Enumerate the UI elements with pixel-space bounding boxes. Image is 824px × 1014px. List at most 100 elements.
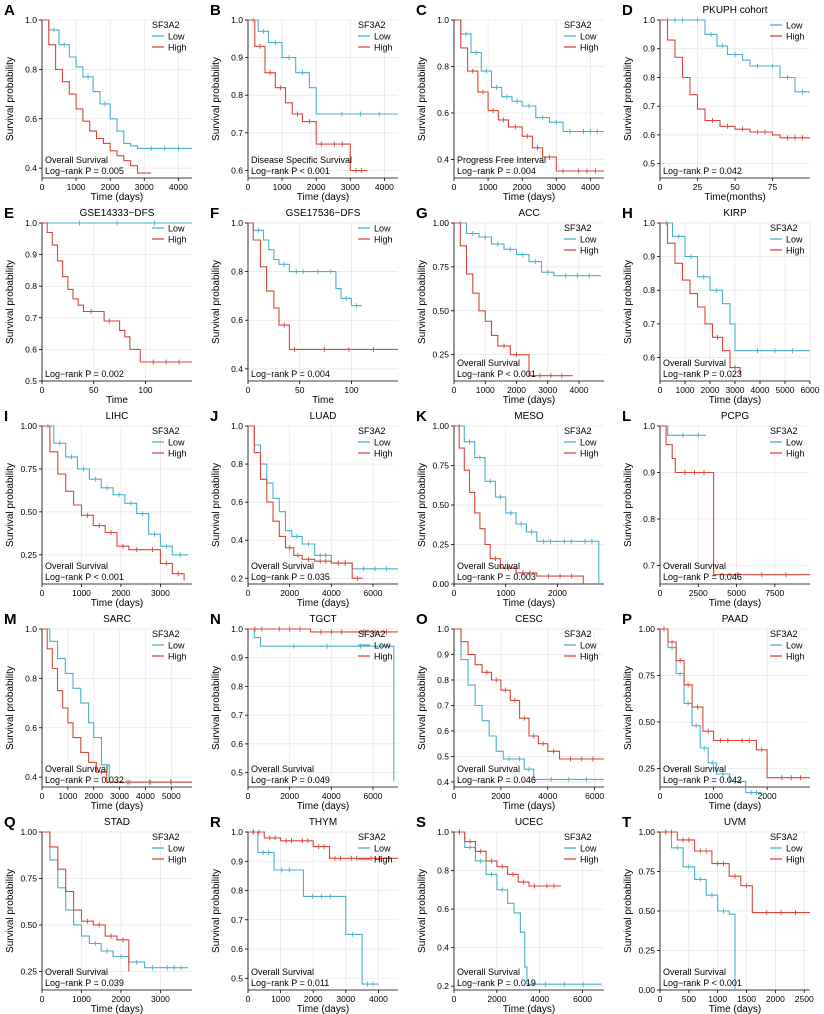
panel-letter: R <box>210 814 221 831</box>
survival-type-annotation: Overall Survival <box>663 967 726 977</box>
x-tick-label: 1000 <box>72 994 91 1004</box>
panel-letter: G <box>416 205 428 222</box>
km-curve-high <box>660 19 810 139</box>
km-curve-low <box>660 222 810 352</box>
y-tick-label: 0.8 <box>25 64 37 74</box>
log-rank-annotation: Log−rank P = 0.023 <box>663 369 742 379</box>
y-tick-label: 1.0 <box>231 15 243 25</box>
y-axis-title: Survival probability <box>623 666 634 750</box>
panel-title: UVM <box>724 817 746 828</box>
y-tick-label: 0.25 <box>432 540 449 550</box>
panel-C: C 0 1000 2000 3000 4000 0.4 0.6 0.8 1.0 Time (days… <box>416 2 604 203</box>
legend-label-high: High <box>580 855 599 865</box>
x-tick-label: 0 <box>246 588 251 598</box>
survival-type-annotation: Overall Survival <box>45 561 108 571</box>
panel-B: B 0 1000 2000 3000 4000 0.6 0.7 0.8 0.9 1.0 Time (d… <box>210 2 398 203</box>
panel-E: E GSE14333−DFS 0 50 100 0.5 0.6 0.7 0.8 0.9 1.0 Tim… <box>4 205 192 406</box>
panel-letter: E <box>4 205 14 222</box>
x-tick-label: 3000 <box>538 385 557 395</box>
log-rank-annotation: Log−rank P = 0.019 <box>457 978 536 988</box>
x-tick-label: 0 <box>452 791 457 801</box>
x-tick-label: 5000 <box>162 791 181 801</box>
x-tick-label: 6000 <box>573 994 592 1004</box>
x-tick-label: 7500 <box>765 588 784 598</box>
km-curve-high <box>42 425 185 581</box>
y-tick-label: 0.6 <box>643 352 655 362</box>
y-axis-title: Survival probability <box>417 260 428 344</box>
x-axis-title: Time (days) <box>91 598 143 609</box>
log-rank-annotation: Log−rank P = 0.035 <box>251 572 330 582</box>
panel-title: PKUPH cohort <box>702 5 767 16</box>
legend-label-high: High <box>374 449 393 459</box>
y-tick-label: 0.6 <box>25 723 37 733</box>
x-tick-label: 100 <box>344 385 358 395</box>
x-axis-title: Time (days) <box>503 192 555 203</box>
survival-type-annotation: Disease Specific Survival <box>251 155 352 165</box>
y-tick-label: 0.8 <box>643 285 655 295</box>
x-tick-label: 1000 <box>496 588 515 598</box>
x-tick-label: 0 <box>452 182 457 192</box>
km-curve-high <box>660 831 810 914</box>
y-tick-label: 0.8 <box>643 72 655 82</box>
log-rank-annotation: Log−rank P < 0.001 <box>251 166 330 176</box>
y-tick-label: 0.6 <box>25 114 37 124</box>
y-tick-label: 0.8 <box>231 267 243 277</box>
y-tick-label: 0.2 <box>437 981 449 991</box>
x-axis-title: Time (days) <box>503 801 555 812</box>
y-tick-label: 1.0 <box>25 218 37 228</box>
y-tick-label: 0.8 <box>231 90 243 100</box>
legend-label-low: Low <box>580 235 597 245</box>
x-tick-label: 3000 <box>547 182 566 192</box>
legend-label-high: High <box>168 43 187 53</box>
y-tick-label: 0.4 <box>231 364 243 374</box>
panel-J: J LUAD 0 2000 4000 6000 0.2 0.4 0.6 0.8 1.0 Time (d… <box>210 408 398 609</box>
x-tick-label: 0 <box>40 791 45 801</box>
x-tick-label: 2000 <box>111 994 130 1004</box>
legend-title: SF3A2 <box>770 832 798 842</box>
y-tick-label: 0.8 <box>437 866 449 876</box>
y-tick-label: 0.8 <box>231 459 243 469</box>
survival-type-annotation: Overall Survival <box>45 967 108 977</box>
y-axis-title: Survival probability <box>417 869 428 953</box>
x-tick-label: 1000 <box>58 791 77 801</box>
legend-title: SF3A2 <box>152 426 180 436</box>
x-tick-label: 2000 <box>701 385 720 395</box>
x-tick-label: 0 <box>658 791 663 801</box>
y-tick-label: 0.2 <box>231 573 243 583</box>
legend-title: SF3A2 <box>770 629 798 639</box>
x-axis-title: Time (days) <box>91 801 143 812</box>
x-tick-label: 1000 <box>479 182 498 192</box>
x-tick-label: 3000 <box>341 182 360 192</box>
legend-title: SF3A2 <box>770 223 798 233</box>
km-curve-low <box>248 628 395 782</box>
km-curve-high <box>454 222 573 377</box>
y-tick-label: 0.6 <box>437 904 449 914</box>
legend-label-high: High <box>168 855 187 865</box>
y-tick-label: 0.25 <box>638 946 655 956</box>
x-axis-title: Time (days) <box>297 598 349 609</box>
survival-type-annotation: Overall Survival <box>251 967 314 977</box>
x-tick-label: 4000 <box>751 385 770 395</box>
x-tick-label: 1000 <box>704 791 723 801</box>
legend-title: SF3A2 <box>358 20 386 30</box>
x-tick-label: 3000 <box>151 588 170 598</box>
legend-label-high: High <box>786 246 805 256</box>
x-tick-label: 4000 <box>322 588 341 598</box>
y-tick-label: 1.00 <box>638 624 655 634</box>
legend-title: SF3A2 <box>770 426 798 436</box>
y-tick-label: 0.6 <box>25 344 37 354</box>
y-axis-title: Survival probability <box>211 260 222 344</box>
y-tick-label: 0.25 <box>638 763 655 773</box>
legend-label-low: Low <box>786 844 803 854</box>
x-tick-label: 3000 <box>726 385 745 395</box>
legend-label-high: High <box>786 652 805 662</box>
panel-letter: I <box>4 408 8 425</box>
y-axis-title: Survival probability <box>623 57 634 141</box>
legend-label-high: High <box>168 235 187 245</box>
legend-title: SF3A2 <box>358 426 386 436</box>
panel-letter: J <box>210 408 218 425</box>
y-tick-label: 0.75 <box>432 461 449 471</box>
log-rank-annotation: Log−rank P = 0.046 <box>663 572 742 582</box>
x-tick-label: 6000 <box>585 791 604 801</box>
